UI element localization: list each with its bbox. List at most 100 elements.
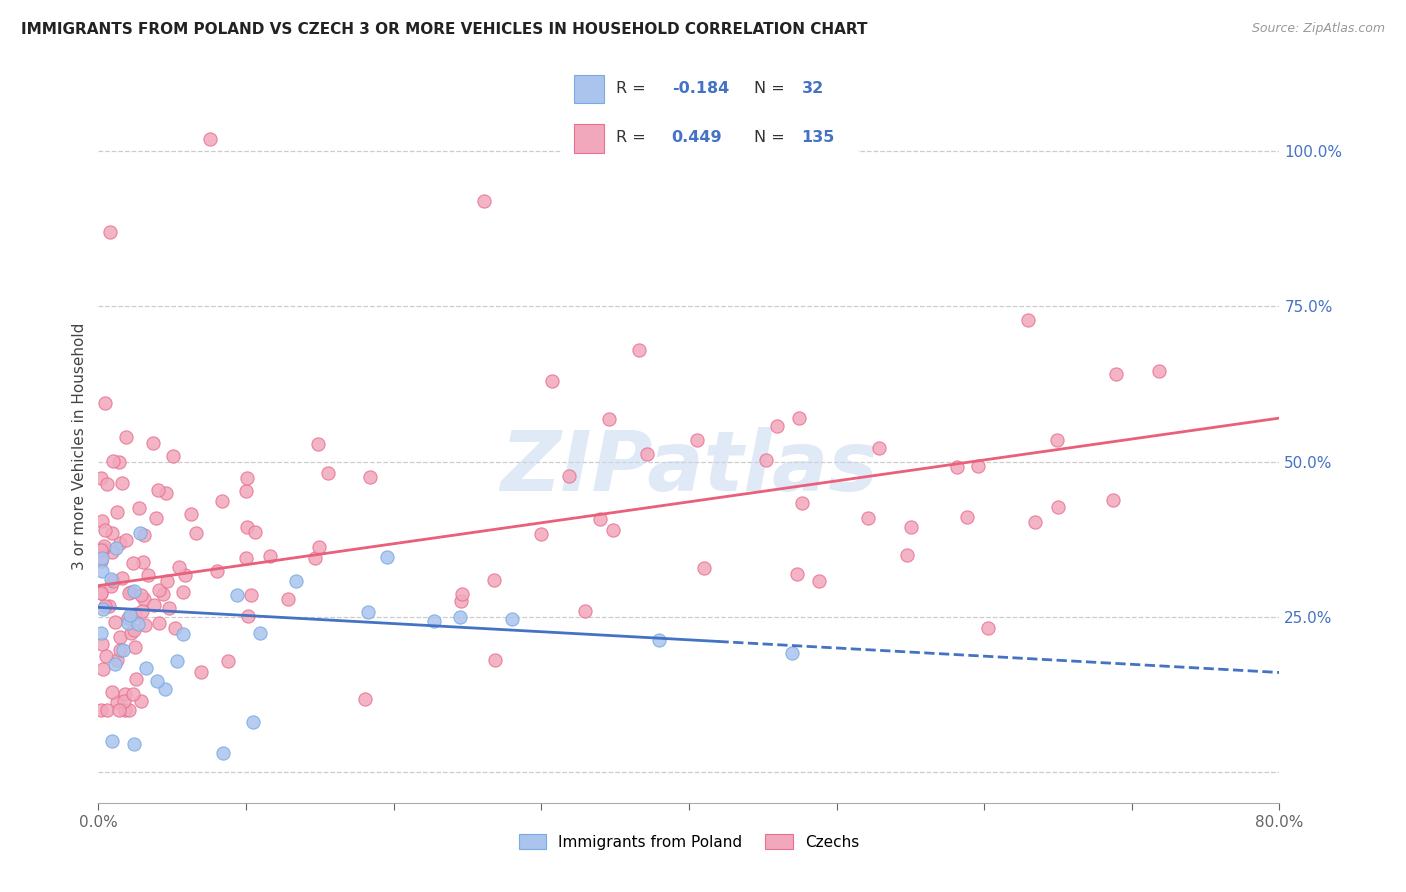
Point	[127, 616, 149, 631]
Point	[91, 564, 114, 578]
Point	[124, 640, 146, 655]
Point	[98, 225, 121, 239]
Point	[856, 510, 879, 524]
Point	[100, 545, 122, 559]
Point	[157, 600, 180, 615]
Point	[1101, 493, 1123, 508]
Point	[155, 574, 177, 589]
Point	[117, 611, 139, 625]
Text: ZIPatlas: ZIPatlas	[501, 427, 877, 508]
Point	[225, 588, 247, 602]
Point	[166, 654, 188, 668]
Point	[787, 411, 810, 425]
Legend: Immigrants from Poland, Czechs: Immigrants from Poland, Czechs	[512, 828, 866, 855]
Point	[90, 471, 112, 485]
Point	[118, 608, 141, 623]
Point	[153, 681, 176, 696]
Point	[96, 476, 118, 491]
Y-axis label: 3 or more Vehicles in Household: 3 or more Vehicles in Household	[72, 322, 87, 570]
Text: 0.449: 0.449	[672, 130, 723, 145]
Point	[108, 630, 131, 644]
Point	[685, 434, 707, 448]
Point	[172, 585, 194, 599]
Point	[125, 672, 148, 686]
Point	[602, 523, 624, 537]
Point	[114, 703, 136, 717]
Point	[190, 665, 212, 680]
Point	[174, 568, 197, 582]
Point	[107, 653, 129, 667]
Point	[90, 626, 112, 640]
Point	[540, 375, 562, 389]
Point	[124, 607, 146, 621]
Point	[359, 470, 381, 484]
Point	[304, 551, 326, 566]
Point	[423, 614, 446, 628]
Point	[122, 624, 145, 638]
Text: 32: 32	[801, 81, 824, 96]
Point	[236, 520, 259, 534]
Point	[530, 526, 553, 541]
Point	[128, 501, 150, 516]
Point	[90, 554, 112, 568]
Point	[211, 746, 233, 760]
Point	[240, 588, 263, 602]
Text: Source: ZipAtlas.com: Source: ZipAtlas.com	[1251, 22, 1385, 36]
Point	[122, 583, 145, 598]
Point	[1149, 363, 1171, 377]
Point	[135, 661, 157, 675]
Point	[94, 396, 117, 410]
Text: N =: N =	[754, 130, 790, 145]
Point	[101, 454, 124, 468]
Point	[165, 621, 187, 635]
Point	[636, 447, 658, 461]
Point	[472, 194, 495, 208]
Point	[786, 567, 808, 582]
Point	[148, 483, 170, 498]
Point	[91, 602, 114, 616]
Point	[142, 598, 165, 612]
Point	[142, 435, 165, 450]
Point	[574, 604, 596, 618]
Point	[1024, 516, 1046, 530]
Point	[167, 560, 190, 574]
Point	[108, 642, 131, 657]
Point	[148, 616, 170, 631]
Point	[114, 430, 136, 444]
Point	[152, 587, 174, 601]
Point	[120, 585, 142, 599]
Point	[105, 505, 128, 519]
Point	[277, 592, 299, 607]
Point	[484, 653, 506, 667]
Point	[108, 703, 131, 717]
Point	[1105, 368, 1128, 382]
Point	[205, 565, 228, 579]
Point	[94, 523, 117, 537]
Point	[484, 573, 506, 587]
Point	[1017, 312, 1039, 326]
Point	[868, 442, 890, 456]
Point	[100, 579, 122, 593]
Point	[91, 550, 114, 565]
Point	[101, 574, 124, 588]
Point	[217, 654, 239, 668]
Point	[111, 475, 134, 490]
Point	[122, 557, 145, 571]
Point	[692, 560, 714, 574]
Point	[211, 493, 233, 508]
Point	[90, 637, 112, 651]
Bar	[574, 75, 603, 103]
Point	[450, 593, 472, 607]
Point	[132, 555, 155, 569]
Point	[589, 512, 612, 526]
Point	[155, 486, 177, 500]
Point	[111, 571, 134, 585]
Point	[790, 496, 813, 510]
Point	[284, 574, 307, 589]
Point	[259, 549, 281, 563]
Point	[557, 469, 579, 483]
Point	[115, 533, 138, 547]
Point	[308, 540, 330, 554]
Point	[120, 625, 142, 640]
Point	[145, 511, 167, 525]
